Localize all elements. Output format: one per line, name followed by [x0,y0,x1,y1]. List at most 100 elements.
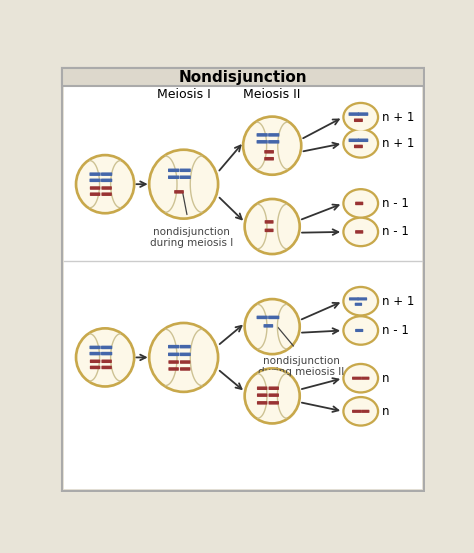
Text: n: n [382,405,389,418]
FancyBboxPatch shape [180,345,191,348]
FancyBboxPatch shape [264,220,273,223]
FancyBboxPatch shape [264,150,274,154]
Ellipse shape [75,327,136,388]
FancyBboxPatch shape [168,360,179,364]
Ellipse shape [77,156,133,212]
FancyBboxPatch shape [101,346,112,349]
Text: n + 1: n + 1 [382,295,414,307]
FancyBboxPatch shape [349,298,359,300]
Text: n - 1: n - 1 [382,324,409,337]
FancyBboxPatch shape [101,192,112,196]
FancyBboxPatch shape [358,112,368,116]
FancyBboxPatch shape [264,157,274,160]
Ellipse shape [342,102,379,133]
FancyBboxPatch shape [101,352,112,356]
Ellipse shape [246,300,298,353]
FancyBboxPatch shape [101,359,112,363]
FancyBboxPatch shape [168,175,179,179]
FancyBboxPatch shape [268,387,279,390]
Ellipse shape [345,398,377,424]
FancyBboxPatch shape [264,324,273,327]
FancyBboxPatch shape [361,377,369,380]
FancyBboxPatch shape [354,145,363,148]
Ellipse shape [342,396,379,427]
Ellipse shape [345,288,377,314]
Ellipse shape [345,365,377,392]
Text: n + 1: n + 1 [382,137,414,150]
FancyBboxPatch shape [256,133,268,137]
FancyBboxPatch shape [268,140,279,144]
FancyBboxPatch shape [268,393,279,397]
FancyBboxPatch shape [355,302,362,306]
FancyBboxPatch shape [90,346,100,349]
Ellipse shape [345,317,377,343]
Ellipse shape [345,190,377,217]
Ellipse shape [243,197,301,255]
FancyBboxPatch shape [90,352,100,356]
FancyBboxPatch shape [355,202,363,205]
Ellipse shape [345,131,377,156]
Text: Nondisjunction: Nondisjunction [179,70,307,85]
Ellipse shape [246,200,298,253]
FancyBboxPatch shape [348,112,359,116]
Ellipse shape [345,219,377,245]
FancyBboxPatch shape [180,169,191,172]
Ellipse shape [342,315,379,346]
Ellipse shape [245,118,300,174]
FancyBboxPatch shape [101,179,112,182]
FancyBboxPatch shape [168,169,179,172]
Text: n - 1: n - 1 [382,197,409,210]
FancyBboxPatch shape [352,410,362,413]
FancyBboxPatch shape [90,359,100,363]
FancyBboxPatch shape [361,410,369,413]
Ellipse shape [151,324,217,390]
FancyBboxPatch shape [90,366,100,369]
Ellipse shape [148,148,219,220]
FancyBboxPatch shape [257,401,267,405]
Bar [62,68,424,86]
FancyBboxPatch shape [264,228,273,232]
FancyBboxPatch shape [90,179,100,182]
Text: nondisjunction
during meiosis I: nondisjunction during meiosis I [150,227,233,248]
Ellipse shape [243,367,301,425]
Ellipse shape [342,363,379,394]
Ellipse shape [151,151,217,217]
Text: nondisjunction
during meiosis II: nondisjunction during meiosis II [258,356,345,378]
Ellipse shape [342,217,379,247]
FancyBboxPatch shape [355,329,363,332]
FancyBboxPatch shape [348,138,359,142]
FancyBboxPatch shape [90,192,100,196]
FancyBboxPatch shape [101,173,112,176]
FancyBboxPatch shape [357,298,367,300]
FancyBboxPatch shape [256,140,268,144]
FancyBboxPatch shape [354,118,363,122]
Text: n + 1: n + 1 [382,111,414,124]
FancyBboxPatch shape [180,353,191,356]
FancyBboxPatch shape [268,401,279,405]
FancyBboxPatch shape [257,393,267,397]
FancyBboxPatch shape [174,190,184,194]
Ellipse shape [242,115,302,176]
FancyBboxPatch shape [268,133,279,137]
Ellipse shape [342,188,379,219]
Ellipse shape [77,330,133,385]
FancyBboxPatch shape [168,367,179,371]
Ellipse shape [345,104,377,131]
FancyBboxPatch shape [101,186,112,190]
FancyBboxPatch shape [180,367,191,371]
FancyBboxPatch shape [180,360,191,364]
Ellipse shape [75,154,136,215]
FancyBboxPatch shape [90,186,100,190]
FancyBboxPatch shape [358,138,368,142]
FancyBboxPatch shape [90,173,100,176]
FancyBboxPatch shape [168,345,179,348]
FancyBboxPatch shape [101,366,112,369]
FancyBboxPatch shape [256,316,268,319]
Ellipse shape [148,322,219,393]
Text: Meiosis II: Meiosis II [244,88,301,101]
Text: n - 1: n - 1 [382,226,409,238]
FancyBboxPatch shape [168,353,179,356]
FancyBboxPatch shape [355,230,363,234]
Text: n: n [382,372,389,385]
Ellipse shape [342,286,379,317]
